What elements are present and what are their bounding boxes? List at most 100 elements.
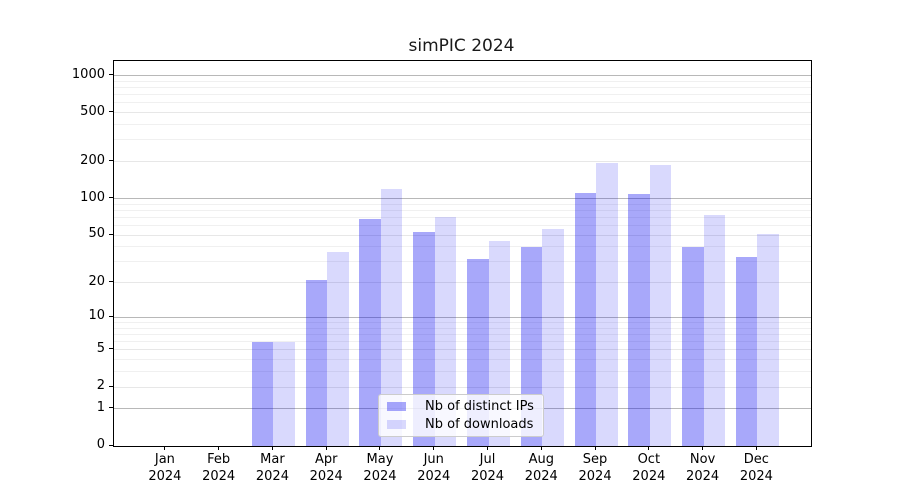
y-tick-mark — [109, 385, 113, 387]
x-tick-label: Nov 2024 — [686, 452, 720, 484]
bar-distinct-ips-apr — [305, 280, 328, 446]
x-tick-mark — [433, 446, 435, 450]
minor-gridline — [114, 203, 811, 205]
minor-gridline — [114, 102, 811, 104]
x-tick-mark — [648, 446, 650, 450]
x-tick-label: Jul 2024 — [470, 452, 505, 484]
mid-gridline — [114, 161, 811, 163]
mid-gridline — [114, 234, 811, 236]
x-tick-mark — [218, 446, 220, 450]
y-tick-mark — [109, 74, 113, 76]
x-tick-mark — [325, 446, 327, 450]
x-tick-label: May 2024 — [363, 452, 397, 484]
bar-downloads-jun — [434, 216, 457, 446]
minor-gridline — [114, 327, 811, 329]
major-gridline — [114, 198, 811, 200]
y-tick-mark — [109, 197, 113, 199]
y-tick-label: 5 — [96, 340, 105, 356]
bar-distinct-ips-may — [359, 218, 381, 446]
plot-area: Nb of distinct IPs Nb of downloads — [113, 60, 812, 447]
x-tick-label: Jun 2024 — [417, 452, 451, 484]
bar-downloads-oct — [649, 164, 672, 446]
y-tick-label: 1000 — [71, 66, 105, 82]
y-tick-mark — [109, 233, 113, 235]
minor-gridline — [114, 341, 811, 343]
y-tick-mark — [109, 111, 113, 113]
legend-label-distinct-ips: Nb of distinct IPs — [425, 399, 534, 414]
major-gridline — [114, 75, 811, 77]
minor-gridline — [114, 261, 811, 263]
y-tick-label: 50 — [88, 226, 105, 242]
major-gridline — [114, 316, 811, 318]
x-tick-label: Mar 2024 — [255, 452, 289, 484]
legend-item-distinct-ips: Nb of distinct IPs — [387, 398, 535, 415]
x-tick-label: Oct 2024 — [632, 452, 666, 484]
bar-distinct-ips-oct — [628, 194, 650, 446]
bar-downloads-nov — [703, 215, 726, 446]
x-tick-mark — [271, 446, 273, 450]
bar-distinct-ips-nov — [682, 246, 704, 446]
y-tick-label: 10 — [88, 308, 105, 324]
bar-distinct-ips-mar — [251, 341, 274, 446]
chart-title: simPIC 2024 — [408, 36, 515, 56]
minor-gridline — [114, 371, 811, 373]
y-tick-mark — [109, 348, 113, 350]
y-tick-mark — [109, 315, 113, 317]
x-tick-label: Feb 2024 — [202, 452, 236, 484]
bar-distinct-ips-sep — [574, 192, 597, 446]
bar-downloads-mar — [273, 341, 295, 446]
x-tick-mark — [487, 446, 489, 450]
bar-distinct-ips-dec — [735, 256, 758, 446]
bar-downloads-may — [380, 188, 403, 446]
bar-downloads-aug — [542, 229, 564, 446]
legend-label-downloads: Nb of downloads — [425, 417, 534, 432]
x-tick-mark — [164, 446, 166, 450]
x-tick-label: Dec 2024 — [739, 452, 773, 484]
mid-gridline — [114, 112, 811, 114]
legend-item-downloads: Nb of downloads — [387, 416, 535, 433]
minor-gridline — [114, 86, 811, 88]
bar-downloads-sep — [596, 162, 618, 446]
legend-swatch-downloads — [387, 420, 406, 429]
minor-gridline — [114, 322, 811, 324]
y-tick-label: 500 — [80, 103, 105, 119]
mid-gridline — [114, 282, 811, 284]
x-tick-mark — [540, 446, 542, 450]
y-tick-mark — [109, 281, 113, 283]
minor-gridline — [114, 359, 811, 361]
y-tick-mark — [109, 407, 113, 409]
y-tick-label: 1 — [96, 399, 105, 415]
x-tick-mark — [755, 446, 757, 450]
minor-gridline — [114, 225, 811, 227]
minor-gridline — [114, 246, 811, 248]
mid-gridline — [114, 349, 811, 351]
minor-gridline — [114, 209, 811, 211]
bar-downloads-apr — [327, 252, 349, 446]
legend-swatch-distinct-ips — [387, 402, 406, 411]
x-tick-mark — [702, 446, 704, 450]
mid-gridline — [114, 386, 811, 388]
x-tick-label: Aug 2024 — [524, 452, 558, 484]
minor-gridline — [114, 124, 811, 126]
minor-gridline — [114, 216, 811, 218]
y-tick-label: 0 — [96, 437, 105, 452]
bar-distinct-ips-jun — [413, 232, 435, 446]
y-tick-label: 200 — [80, 152, 105, 168]
x-tick-mark — [379, 446, 381, 450]
minor-gridline — [114, 139, 811, 141]
minor-gridline — [114, 80, 811, 82]
x-tick-label: Sep 2024 — [578, 452, 612, 484]
bar-downloads-dec — [757, 234, 779, 446]
minor-gridline — [114, 94, 811, 96]
y-tick-label: 2 — [96, 378, 105, 394]
y-tick-label: 100 — [80, 189, 105, 205]
x-tick-label: Jan 2024 — [148, 452, 182, 484]
minor-gridline — [114, 333, 811, 335]
y-tick-label: 20 — [88, 273, 105, 289]
x-tick-label: Apr 2024 — [309, 452, 343, 484]
y-tick-mark — [109, 160, 113, 162]
legend: Nb of distinct IPs Nb of downloads — [378, 394, 544, 437]
y-tick-mark — [109, 444, 113, 446]
x-tick-mark — [594, 446, 596, 450]
